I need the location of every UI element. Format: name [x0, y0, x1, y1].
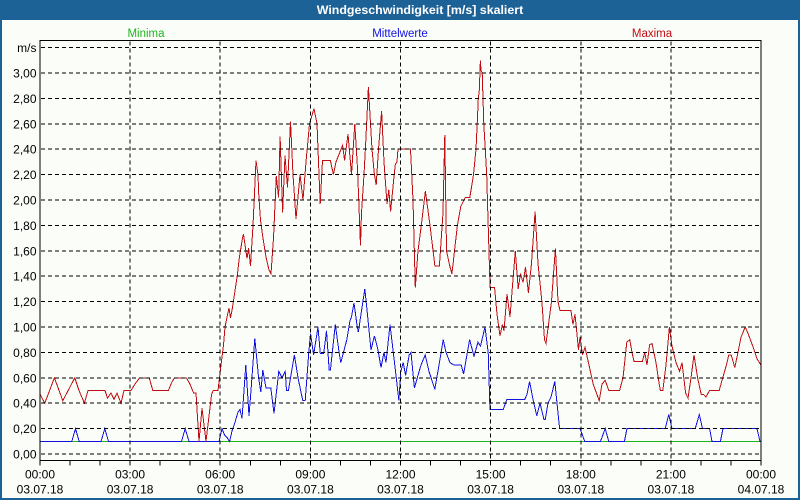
- svg-text:m/s: m/s: [17, 41, 36, 55]
- svg-text:03.07.18: 03.07.18: [467, 483, 514, 497]
- svg-text:Windgeschwindigkeit [m/s] skal: Windgeschwindigkeit [m/s] skaliert: [317, 3, 523, 17]
- svg-text:03.07.18: 03.07.18: [377, 483, 424, 497]
- svg-text:06:00: 06:00: [205, 468, 235, 482]
- svg-text:0,20: 0,20: [13, 422, 37, 436]
- svg-text:0,00: 0,00: [13, 448, 37, 462]
- svg-text:0,80: 0,80: [13, 346, 37, 360]
- svg-text:18:00: 18:00: [566, 468, 596, 482]
- svg-text:Maxima: Maxima: [632, 28, 673, 40]
- svg-text:2,00: 2,00: [13, 194, 37, 208]
- svg-text:2,60: 2,60: [13, 117, 37, 131]
- svg-text:1,00: 1,00: [13, 321, 37, 335]
- svg-text:04.07.18: 04.07.18: [738, 483, 785, 497]
- svg-text:03:00: 03:00: [115, 468, 145, 482]
- svg-text:1,60: 1,60: [13, 244, 37, 258]
- svg-text:03.07.18: 03.07.18: [17, 483, 64, 497]
- svg-text:Minima: Minima: [127, 28, 165, 40]
- svg-text:0,60: 0,60: [13, 371, 37, 385]
- svg-text:12:00: 12:00: [385, 468, 415, 482]
- svg-text:0,40: 0,40: [13, 397, 37, 411]
- svg-text:00:00: 00:00: [25, 468, 55, 482]
- svg-text:1,20: 1,20: [13, 295, 37, 309]
- svg-text:1,40: 1,40: [13, 270, 37, 284]
- svg-text:00:00: 00:00: [746, 468, 776, 482]
- svg-text:15:00: 15:00: [476, 468, 506, 482]
- svg-text:2,20: 2,20: [13, 168, 37, 182]
- svg-text:2,40: 2,40: [13, 143, 37, 157]
- svg-text:2,80: 2,80: [13, 92, 37, 106]
- svg-text:03.07.18: 03.07.18: [107, 483, 154, 497]
- svg-text:Mittelwerte: Mittelwerte: [372, 28, 428, 40]
- svg-text:21:00: 21:00: [656, 468, 686, 482]
- svg-text:03.07.18: 03.07.18: [197, 483, 244, 497]
- svg-text:03.07.18: 03.07.18: [557, 483, 604, 497]
- svg-text:03.07.18: 03.07.18: [648, 483, 695, 497]
- svg-text:03.07.18: 03.07.18: [287, 483, 334, 497]
- svg-text:09:00: 09:00: [295, 468, 325, 482]
- svg-text:3,00: 3,00: [13, 67, 37, 81]
- svg-text:1,80: 1,80: [13, 219, 37, 233]
